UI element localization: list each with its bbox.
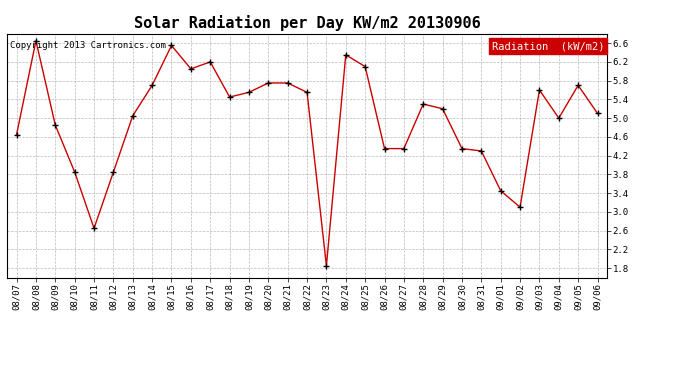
Text: Radiation  (kW/m2): Radiation (kW/m2) [492,41,604,51]
Title: Solar Radiation per Day KW/m2 20130906: Solar Radiation per Day KW/m2 20130906 [134,15,480,31]
Text: Copyright 2013 Cartronics.com: Copyright 2013 Cartronics.com [10,41,166,50]
